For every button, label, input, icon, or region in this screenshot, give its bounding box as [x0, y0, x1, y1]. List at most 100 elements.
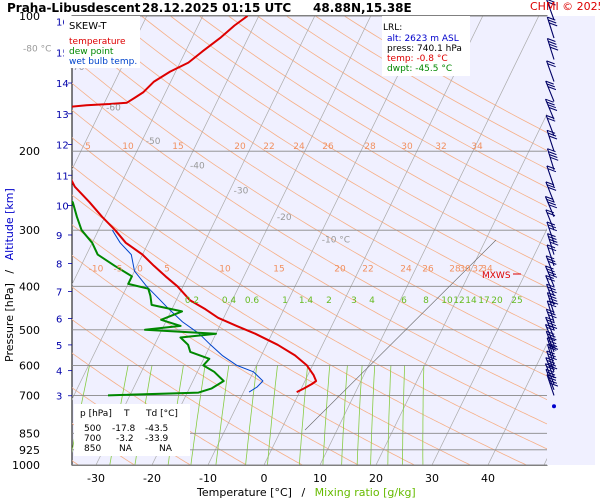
legend-wetbulb: wet bulb temp.: [69, 57, 137, 67]
dry-adiabat-label: 15: [273, 264, 284, 274]
pressure-tick-label: 925: [19, 444, 40, 457]
dry-adiabat-label: 34: [481, 264, 493, 274]
pressure-tick-label: 600: [19, 359, 40, 372]
wind-barb-staff: [546, 0, 555, 21]
isotherm-label: -50: [146, 137, 161, 147]
mixing-ratio-label: 25: [511, 296, 522, 306]
wind-barb-feather: [549, 382, 559, 387]
temperature-tick-label: 10: [313, 472, 327, 485]
wind-barb-feather: [546, 277, 555, 282]
wind-barb-feather: [546, 244, 556, 249]
legend-dewpoint: dew point: [69, 47, 114, 57]
wind-barb-feather: [548, 40, 557, 45]
isotherm: [72, 16, 148, 171]
dry-adiabat: [72, 30, 547, 331]
wind-barb-feather: [546, 359, 556, 364]
wind-barb-staff: [546, 130, 555, 152]
mixing-ratio-label: 1.4: [299, 296, 314, 306]
dry-adiabat: [83, 16, 547, 310]
wind-barb-feather: [548, 107, 558, 111]
wind-barb-feather: [546, 374, 556, 379]
dry-adiabat: [199, 16, 547, 227]
wind-barb-feather: [547, 353, 556, 358]
wind-barb-feather: [547, 168, 557, 173]
wind-barb-feather: [547, 258, 556, 263]
wind-barb-feather: [549, 297, 558, 302]
table-cell: 850: [84, 444, 101, 454]
wind-barb-feather: [548, 314, 557, 319]
wind-barb-feather: [547, 333, 556, 338]
altitude-tick-label: 11: [56, 171, 69, 182]
dry-adiabat-label: 5: [164, 264, 170, 274]
wind-barb-feather: [547, 311, 556, 316]
altitude-tick-label: 10: [56, 202, 69, 213]
wind-barb-feather: [547, 247, 557, 252]
mxws-label: MXWS: [482, 271, 511, 281]
wind-barb-feather: [546, 350, 555, 355]
altitude-tick-label: 3: [56, 392, 62, 403]
wind-barb-feather: [545, 357, 554, 362]
wind-barb-feather: [548, 365, 558, 370]
wind-barb-feather: [548, 135, 558, 140]
mixing-ratio-line: [370, 365, 376, 465]
wind-barb-feather: [545, 181, 555, 186]
dry-adiabat-label: 26: [422, 264, 434, 274]
mixing-ratio-label: 2: [326, 296, 332, 306]
pressure-tick-label: 300: [19, 224, 40, 237]
mixing-ratio-label: 0.4: [222, 296, 237, 306]
altitude-tick-label: 9: [56, 231, 62, 242]
wind-barb-feather: [548, 289, 557, 294]
wind-barb-feather: [547, 104, 556, 109]
wind-barb-staff: [546, 374, 555, 396]
isotherm: [95, 16, 316, 465]
wind-barb-feather: [547, 38, 556, 42]
wind-barb-feather: [546, 198, 555, 203]
mixing-ratio-label: 6: [401, 296, 407, 306]
wind-barb-feather: [546, 330, 555, 335]
pressure-tick-label: 500: [19, 324, 40, 337]
wind-barb-feather: [549, 300, 559, 305]
mixing-ratio-label: 4: [369, 296, 375, 306]
isotherm-label: -20: [277, 213, 292, 223]
x-axis-temp-label: Temperature [°C]: [196, 486, 292, 499]
mixing-ratio-line: [190, 365, 206, 465]
wind-barb-feather: [549, 345, 559, 350]
x-axis-title: Temperature [°C] / Mixing ratio [g/kg]: [196, 486, 416, 499]
pressure-tick-label: 400: [19, 280, 40, 293]
wind-barb-feather: [546, 101, 555, 106]
table-cell: -17.8: [112, 424, 136, 434]
lrl-press: press: 740.1 hPa: [387, 44, 462, 54]
lrl-dwpt: dwpt: -45.5 °C: [387, 64, 452, 74]
wind-barb-staff: [546, 221, 555, 243]
wind-barb-feather: [548, 273, 558, 278]
isotherm: [487, 343, 547, 465]
table-header-p: p [hPa]: [80, 409, 112, 419]
altitude-tick-label: 7: [56, 287, 62, 298]
wind-barb-feather: [547, 224, 557, 229]
temperature-tick-label: -30: [87, 472, 105, 485]
y-axis-separator: /: [3, 270, 16, 274]
wind-panel: [527, 16, 595, 465]
wind-barb-feather: [547, 201, 556, 206]
dry-adiabat: [170, 16, 547, 247]
mixing-ratio-line: [267, 365, 278, 465]
dry-adiabat-label: -5: [114, 264, 123, 274]
altitude-tick-label: 16: [56, 18, 69, 29]
isotherm-label: -10 °C: [322, 236, 350, 246]
wind-barb-feather: [546, 283, 555, 288]
wind-barb-feather: [547, 86, 557, 91]
mixing-ratio-line: [422, 365, 425, 465]
wind-barb-staff: [546, 148, 555, 170]
header-coords: 48.88N,15.38E: [313, 1, 412, 15]
pressure-tick-label: 200: [19, 145, 40, 158]
wind-barb-feather: [545, 316, 554, 321]
wind-barb-feather: [547, 286, 556, 291]
wind-barb-feather: [547, 233, 556, 238]
isotherm-label: -30: [234, 187, 249, 197]
dry-adiabat-label: 22: [263, 142, 274, 152]
wind-barb-feather: [548, 19, 557, 24]
wind-barb-feather: [546, 83, 555, 88]
lrl-box: [382, 16, 470, 76]
header-mode: descent: [87, 1, 141, 15]
